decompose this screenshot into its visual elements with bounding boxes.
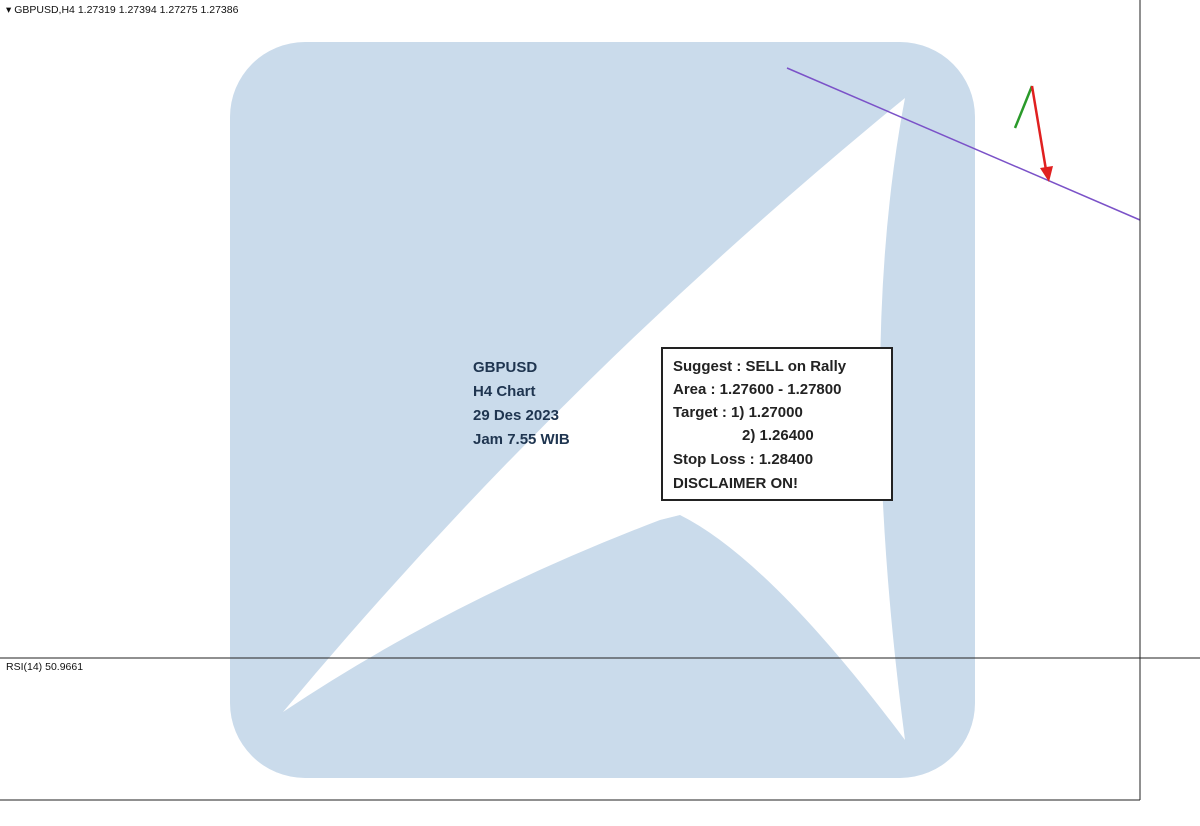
suggestion-frame (661, 347, 893, 501)
suggestion-line: Suggest : SELL on Rally (673, 358, 847, 375)
header-marker: ▾ (6, 4, 14, 16)
suggestion-line: DISCLAIMER ON! (673, 475, 798, 492)
logo-arrow (283, 98, 905, 740)
high: 1.27394 (119, 4, 157, 16)
notes: GBPUSD H4 Chart 29 Des 2023 Jam 7.55 WIB (473, 359, 570, 448)
symbol: GBPUSD,H4 (14, 4, 75, 16)
header: ▾ GBPUSD,H4 1.27319 1.27394 1.27275 1.27… (6, 4, 239, 16)
green-arrow (1013, 85, 1034, 129)
suggestion-line: Stop Loss : 1.28400 (673, 451, 813, 468)
red-arrowhead (1040, 166, 1053, 182)
red-arrow (1030, 85, 1048, 171)
note: H4 Chart (473, 383, 536, 400)
suggestion-line: Area : 1.27600 - 1.27800 (673, 381, 841, 398)
rsi-title: RSI(14) (6, 661, 42, 673)
watermark (230, 42, 975, 778)
note: GBPUSD (473, 359, 537, 376)
suggestion-box: Suggest : SELL on Rally Area : 1.27600 -… (661, 347, 893, 501)
note: 29 Des 2023 (473, 407, 559, 424)
trendline (786, 67, 1141, 221)
low: 1.27275 (160, 4, 198, 16)
open: 1.27319 (78, 4, 116, 16)
suggestion-line: 2) 1.26400 (742, 427, 814, 444)
note: Jam 7.55 WIB (473, 431, 570, 448)
suggestion-line: Target : 1) 1.27000 (673, 404, 803, 421)
close: 1.27386 (200, 4, 238, 16)
rsi-header: RSI(14) 50.9661 (6, 661, 83, 673)
rsi-value: 50.9661 (45, 661, 83, 673)
